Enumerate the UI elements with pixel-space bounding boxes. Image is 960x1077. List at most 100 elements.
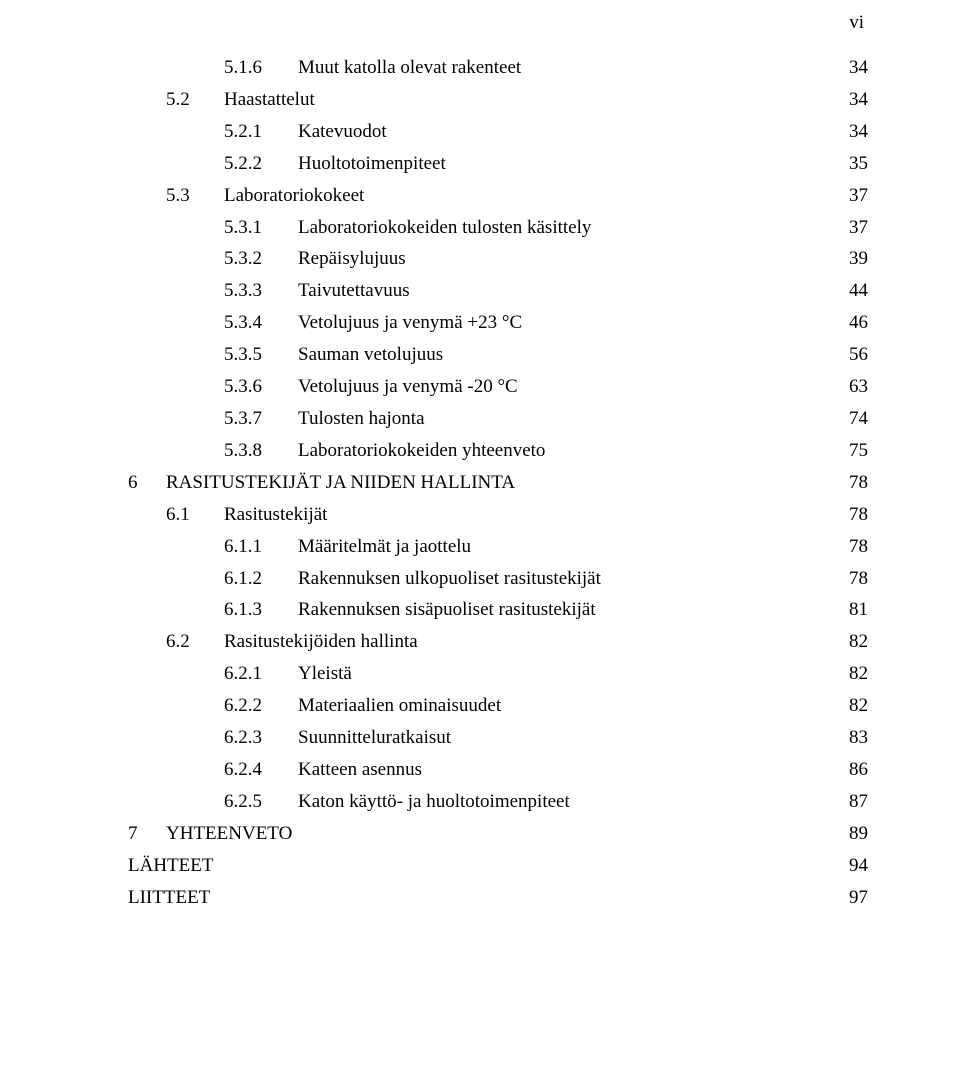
toc-entry-page: 34 [842, 116, 868, 148]
toc-entry-page: 83 [842, 722, 868, 754]
toc-entry-title: YHTEENVETO [166, 818, 292, 850]
toc-entry: 5.2.1Katevuodot 34 [128, 116, 868, 148]
toc-entry-page: 63 [842, 371, 868, 403]
toc-entry-page: 78 [842, 499, 868, 531]
toc-entry-title: Sauman vetolujuus [298, 339, 443, 371]
toc-entry-title: Laboratoriokokeiden yhteenveto [298, 435, 545, 467]
toc-entry-page: 94 [842, 850, 868, 882]
toc-entry-page: 78 [842, 563, 868, 595]
toc-entry: 6.1Rasitustekijät 78 [128, 499, 868, 531]
toc-entry: 5.2Haastattelut 34 [128, 84, 868, 116]
toc-entry-number: 6 [128, 467, 166, 499]
toc-entry-page: 46 [842, 307, 868, 339]
toc-entry-title: Rasitustekijät [224, 499, 327, 531]
toc-entry-title: Suunnitteluratkaisut [298, 722, 451, 754]
toc-entry-number: 5.2.1 [224, 116, 298, 148]
page-number: vi [128, 12, 868, 34]
toc-entry-page: 34 [842, 84, 868, 116]
toc-entry: 5.3.7Tulosten hajonta 74 [128, 403, 868, 435]
toc-entry-number: 6.2.5 [224, 786, 298, 818]
toc-entry-number: 5.3.6 [224, 371, 298, 403]
toc-entry-number: 6.1.1 [224, 531, 298, 563]
toc-entry-title: Materiaalien ominaisuudet [298, 690, 501, 722]
toc-entry: 5.2.2Huoltotoimenpiteet 35 [128, 148, 868, 180]
toc-entry-page: 37 [842, 212, 868, 244]
toc-entry-number: 5.2 [166, 84, 224, 116]
toc-entry-title: Rakennuksen sisäpuoliset rasitustekijät [298, 594, 596, 626]
toc-entry-title: Muut katolla olevat rakenteet [298, 52, 521, 84]
toc-entry-number: 6.2.4 [224, 754, 298, 786]
toc-entry-page: 35 [842, 148, 868, 180]
toc-entry-title: LÄHTEET [128, 850, 213, 882]
toc-entry-page: 87 [842, 786, 868, 818]
toc-entry: 5.3Laboratoriokokeet 37 [128, 180, 868, 212]
toc-entry: LIITTEET 97 [128, 882, 868, 914]
toc-entry-page: 97 [842, 882, 868, 914]
toc-entry: 5.3.4Vetolujuus ja venymä +23 °C 46 [128, 307, 868, 339]
toc-entry: 6.2.3Suunnitteluratkaisut 83 [128, 722, 868, 754]
toc-entry-number: 7 [128, 818, 166, 850]
toc-entry-title: Tulosten hajonta [298, 403, 425, 435]
toc-entry-page: 74 [842, 403, 868, 435]
toc-entry-title: Repäisylujuus [298, 243, 406, 275]
toc-entry-page: 56 [842, 339, 868, 371]
toc-entry-page: 81 [842, 594, 868, 626]
toc-entry: 6.2.5Katon käyttö- ja huoltotoimenpiteet… [128, 786, 868, 818]
toc-entry-number: 5.3.7 [224, 403, 298, 435]
toc-entry-page: 39 [842, 243, 868, 275]
toc-entry-number: 5.3 [166, 180, 224, 212]
toc-entry: 5.1.6Muut katolla olevat rakenteet 34 [128, 52, 868, 84]
toc-entry-page: 75 [842, 435, 868, 467]
toc-entry-page: 89 [842, 818, 868, 850]
toc-entry: 6.1.3Rakennuksen sisäpuoliset rasitustek… [128, 594, 868, 626]
toc-entry-page: 44 [842, 275, 868, 307]
toc-entry-number: 5.2.2 [224, 148, 298, 180]
toc-entry-page: 82 [842, 690, 868, 722]
toc-entry: 6RASITUSTEKIJÄT JA NIIDEN HALLINTA78 [128, 467, 868, 499]
toc-entry-page: 82 [842, 626, 868, 658]
toc-entry-number: 5.3.4 [224, 307, 298, 339]
toc-entry-number: 6.2.2 [224, 690, 298, 722]
toc-entry: 5.3.1Laboratoriokokeiden tulosten käsitt… [128, 212, 868, 244]
toc-entry: LÄHTEET 94 [128, 850, 868, 882]
toc-entry-number: 5.1.6 [224, 52, 298, 84]
toc-entry-title: Haastattelut [224, 84, 315, 116]
toc-entry-number: 5.3.5 [224, 339, 298, 371]
toc-entry-number: 5.3.1 [224, 212, 298, 244]
toc-entry: 5.3.3Taivutettavuus 44 [128, 275, 868, 307]
toc-entry: 7YHTEENVETO 89 [128, 818, 868, 850]
toc-entry: 5.3.2Repäisylujuus39 [128, 243, 868, 275]
toc-entry-page: 78 [842, 531, 868, 563]
table-of-contents: 5.1.6Muut katolla olevat rakenteet345.2H… [128, 52, 868, 913]
toc-entry-title: Laboratoriokokeiden tulosten käsittely [298, 212, 591, 244]
toc-entry-title: Määritelmät ja jaottelu [298, 531, 471, 563]
toc-entry-title: Katevuodot [298, 116, 387, 148]
toc-entry: 5.3.5Sauman vetolujuus 56 [128, 339, 868, 371]
toc-entry-title: Huoltotoimenpiteet [298, 148, 446, 180]
toc-entry-number: 6.1.2 [224, 563, 298, 595]
toc-entry-title: LIITTEET [128, 882, 210, 914]
toc-entry-number: 6.2.1 [224, 658, 298, 690]
toc-entry-title: Katteen asennus [298, 754, 422, 786]
toc-entry-page: 82 [842, 658, 868, 690]
toc-entry-title: Yleistä [298, 658, 352, 690]
toc-entry-number: 5.3.3 [224, 275, 298, 307]
toc-entry-number: 5.3.8 [224, 435, 298, 467]
toc-entry-title: Taivutettavuus [298, 275, 410, 307]
toc-entry-title: Vetolujuus ja venymä +23 °C [298, 307, 522, 339]
toc-entry-number: 6.2 [166, 626, 224, 658]
toc-entry-page: 37 [842, 180, 868, 212]
toc-entry-number: 6.1 [166, 499, 224, 531]
toc-entry: 6.2.2Materiaalien ominaisuudet 82 [128, 690, 868, 722]
toc-entry-page: 34 [842, 52, 868, 84]
toc-entry: 6.1.2Rakennuksen ulkopuoliset rasitustek… [128, 563, 868, 595]
toc-entry: 5.3.6Vetolujuus ja venymä -20 °C63 [128, 371, 868, 403]
toc-entry: 5.3.8Laboratoriokokeiden yhteenveto 75 [128, 435, 868, 467]
toc-entry-title: Laboratoriokokeet [224, 180, 364, 212]
toc-entry-number: 6.2.3 [224, 722, 298, 754]
toc-entry-title: RASITUSTEKIJÄT JA NIIDEN HALLINTA [166, 467, 515, 499]
toc-entry-title: Rasitustekijöiden hallinta [224, 626, 418, 658]
toc-entry: 6.1.1Määritelmät ja jaottelu 78 [128, 531, 868, 563]
toc-entry-title: Katon käyttö- ja huoltotoimenpiteet [298, 786, 570, 818]
toc-entry: 6.2.1Yleistä 82 [128, 658, 868, 690]
